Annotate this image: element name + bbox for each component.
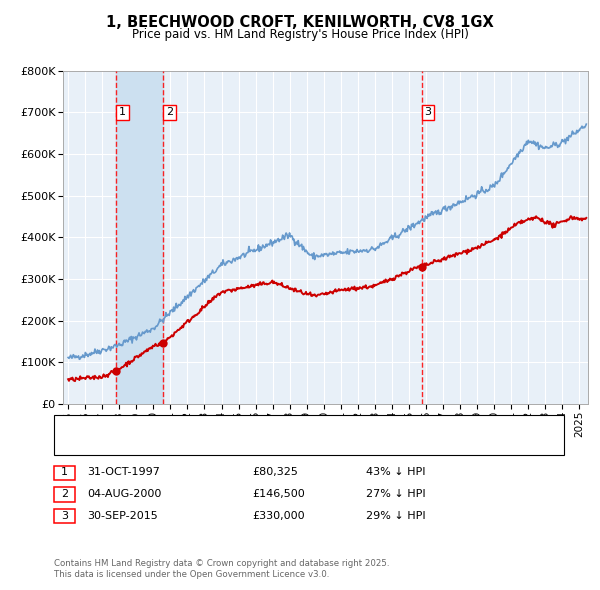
Text: 31-OCT-1997: 31-OCT-1997 xyxy=(87,467,160,477)
Text: 1: 1 xyxy=(119,107,126,117)
Text: 1, BEECHWOOD CROFT, KENILWORTH, CV8 1GX: 1, BEECHWOOD CROFT, KENILWORTH, CV8 1GX xyxy=(106,15,494,30)
Text: Contains HM Land Registry data © Crown copyright and database right 2025.
This d: Contains HM Land Registry data © Crown c… xyxy=(54,559,389,579)
Text: HPI: Average price, detached house, Warwick: HPI: Average price, detached house, Warw… xyxy=(99,439,335,449)
Text: 3: 3 xyxy=(424,107,431,117)
Text: 43% ↓ HPI: 43% ↓ HPI xyxy=(366,467,425,477)
Text: 1: 1 xyxy=(61,467,68,477)
Text: 30-SEP-2015: 30-SEP-2015 xyxy=(87,511,158,520)
Text: £330,000: £330,000 xyxy=(252,511,305,520)
Text: 29% ↓ HPI: 29% ↓ HPI xyxy=(366,511,425,520)
Bar xyxy=(116,71,163,404)
Text: 3: 3 xyxy=(61,511,68,520)
Text: 2: 2 xyxy=(61,489,68,499)
Text: 04-AUG-2000: 04-AUG-2000 xyxy=(87,489,161,499)
Text: £80,325: £80,325 xyxy=(252,467,298,477)
Text: 2: 2 xyxy=(166,107,173,117)
Text: £146,500: £146,500 xyxy=(252,489,305,499)
Text: 1, BEECHWOOD CROFT, KENILWORTH, CV8 1GX (detached house): 1, BEECHWOOD CROFT, KENILWORTH, CV8 1GX … xyxy=(99,422,442,432)
Text: 27% ↓ HPI: 27% ↓ HPI xyxy=(366,489,425,499)
Text: Price paid vs. HM Land Registry's House Price Index (HPI): Price paid vs. HM Land Registry's House … xyxy=(131,28,469,41)
